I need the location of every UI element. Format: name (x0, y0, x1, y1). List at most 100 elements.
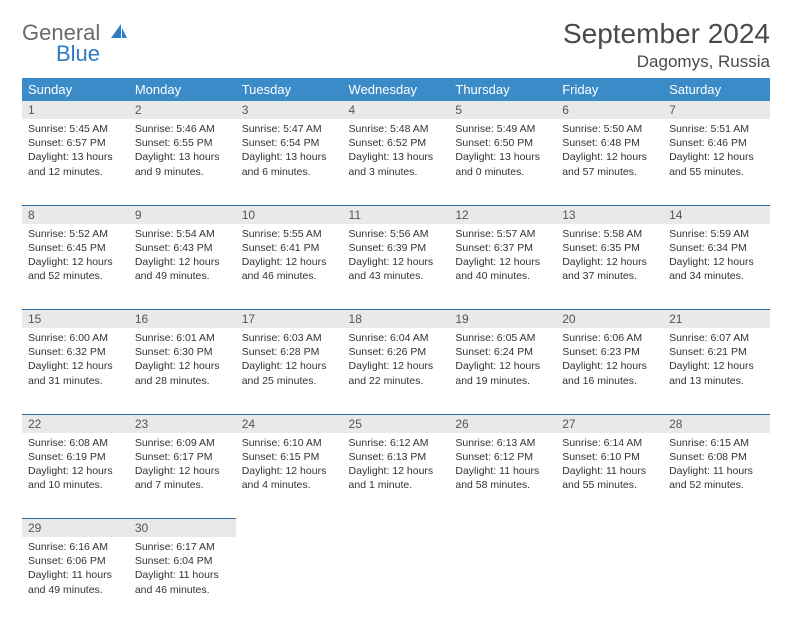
day-cell: Sunrise: 6:00 AMSunset: 6:32 PMDaylight:… (22, 328, 129, 414)
day-cell: Sunrise: 6:07 AMSunset: 6:21 PMDaylight:… (663, 328, 770, 414)
calendar-header-row: Sunday Monday Tuesday Wednesday Thursday… (22, 78, 770, 101)
daylight-text: Daylight: 13 hours (28, 150, 123, 164)
daylight-text: Daylight: 12 hours (135, 255, 230, 269)
day-number: 5 (449, 101, 556, 119)
day-header: Thursday (449, 78, 556, 101)
daylight-text: Daylight: 11 hours (455, 464, 550, 478)
day-number: 21 (663, 310, 770, 329)
sunrise-text: Sunrise: 5:58 AM (562, 227, 657, 241)
page-header: General Blue September 2024 Dagomys, Rus… (22, 18, 770, 72)
day-cell: Sunrise: 6:15 AMSunset: 6:08 PMDaylight:… (663, 433, 770, 519)
day-cell: Sunrise: 5:56 AMSunset: 6:39 PMDaylight:… (343, 224, 450, 310)
day-number: 2 (129, 101, 236, 119)
day-cell: Sunrise: 6:16 AMSunset: 6:06 PMDaylight:… (22, 537, 129, 623)
daylight-text: Daylight: 12 hours (562, 150, 657, 164)
sunset-text: Sunset: 6:52 PM (349, 136, 444, 150)
sunrise-text: Sunrise: 5:45 AM (28, 122, 123, 136)
daylight-text: Daylight: 12 hours (28, 464, 123, 478)
daylight-text: Daylight: 12 hours (135, 359, 230, 373)
day-number: 13 (556, 205, 663, 224)
daylight-text: and 55 minutes. (669, 165, 764, 179)
day-cell: Sunrise: 5:58 AMSunset: 6:35 PMDaylight:… (556, 224, 663, 310)
sunset-text: Sunset: 6:48 PM (562, 136, 657, 150)
daylight-text: and 40 minutes. (455, 269, 550, 283)
day-cell: Sunrise: 5:52 AMSunset: 6:45 PMDaylight:… (22, 224, 129, 310)
logo: General Blue (22, 22, 129, 65)
sunset-text: Sunset: 6:46 PM (669, 136, 764, 150)
daylight-text: and 0 minutes. (455, 165, 550, 179)
day-number: 26 (449, 414, 556, 433)
day-cell: Sunrise: 6:13 AMSunset: 6:12 PMDaylight:… (449, 433, 556, 519)
sunset-text: Sunset: 6:57 PM (28, 136, 123, 150)
sunrise-text: Sunrise: 5:51 AM (669, 122, 764, 136)
title-block: September 2024 Dagomys, Russia (563, 18, 770, 72)
sunset-text: Sunset: 6:10 PM (562, 450, 657, 464)
day-cell: Sunrise: 5:51 AMSunset: 6:46 PMDaylight:… (663, 119, 770, 205)
sunrise-text: Sunrise: 6:07 AM (669, 331, 764, 345)
daylight-text: and 52 minutes. (28, 269, 123, 283)
logo-sail-icon (109, 27, 129, 44)
sunset-text: Sunset: 6:32 PM (28, 345, 123, 359)
daylight-text: and 1 minute. (349, 478, 444, 492)
day-cell: Sunrise: 5:54 AMSunset: 6:43 PMDaylight:… (129, 224, 236, 310)
sunrise-text: Sunrise: 5:52 AM (28, 227, 123, 241)
daylight-text: and 25 minutes. (242, 374, 337, 388)
daylight-text: Daylight: 11 hours (28, 568, 123, 582)
sunrise-text: Sunrise: 5:54 AM (135, 227, 230, 241)
daylight-text: and 3 minutes. (349, 165, 444, 179)
sunrise-text: Sunrise: 6:13 AM (455, 436, 550, 450)
daylight-text: and 22 minutes. (349, 374, 444, 388)
day-cell (449, 537, 556, 623)
day-number (663, 519, 770, 538)
day-header: Sunday (22, 78, 129, 101)
daylight-text: and 13 minutes. (669, 374, 764, 388)
sunset-text: Sunset: 6:55 PM (135, 136, 230, 150)
day-cell: Sunrise: 6:04 AMSunset: 6:26 PMDaylight:… (343, 328, 450, 414)
day-cell: Sunrise: 5:45 AMSunset: 6:57 PMDaylight:… (22, 119, 129, 205)
day-number: 7 (663, 101, 770, 119)
sunrise-text: Sunrise: 6:12 AM (349, 436, 444, 450)
day-number-row: 2930 (22, 519, 770, 538)
daylight-text: and 28 minutes. (135, 374, 230, 388)
sunset-text: Sunset: 6:34 PM (669, 241, 764, 255)
sunset-text: Sunset: 6:45 PM (28, 241, 123, 255)
day-cell: Sunrise: 6:08 AMSunset: 6:19 PMDaylight:… (22, 433, 129, 519)
daylight-text: Daylight: 12 hours (349, 255, 444, 269)
sunset-text: Sunset: 6:21 PM (669, 345, 764, 359)
sunset-text: Sunset: 6:19 PM (28, 450, 123, 464)
sunrise-text: Sunrise: 5:46 AM (135, 122, 230, 136)
day-cell: Sunrise: 6:09 AMSunset: 6:17 PMDaylight:… (129, 433, 236, 519)
sunrise-text: Sunrise: 5:47 AM (242, 122, 337, 136)
day-number: 4 (343, 101, 450, 119)
day-number: 27 (556, 414, 663, 433)
day-number: 18 (343, 310, 450, 329)
day-number: 16 (129, 310, 236, 329)
daylight-text: Daylight: 12 hours (349, 359, 444, 373)
daylight-text: Daylight: 12 hours (455, 359, 550, 373)
sunset-text: Sunset: 6:37 PM (455, 241, 550, 255)
day-number: 29 (22, 519, 129, 538)
day-number: 6 (556, 101, 663, 119)
daylight-text: and 37 minutes. (562, 269, 657, 283)
daylight-text: Daylight: 13 hours (135, 150, 230, 164)
sunset-text: Sunset: 6:26 PM (349, 345, 444, 359)
sunrise-text: Sunrise: 5:50 AM (562, 122, 657, 136)
daylight-text: and 58 minutes. (455, 478, 550, 492)
day-number: 1 (22, 101, 129, 119)
day-number: 23 (129, 414, 236, 433)
day-cell: Sunrise: 6:06 AMSunset: 6:23 PMDaylight:… (556, 328, 663, 414)
day-cell: Sunrise: 6:17 AMSunset: 6:04 PMDaylight:… (129, 537, 236, 623)
day-header: Wednesday (343, 78, 450, 101)
day-body-row: Sunrise: 5:45 AMSunset: 6:57 PMDaylight:… (22, 119, 770, 205)
day-cell: Sunrise: 5:49 AMSunset: 6:50 PMDaylight:… (449, 119, 556, 205)
sunrise-text: Sunrise: 6:01 AM (135, 331, 230, 345)
day-body-row: Sunrise: 5:52 AMSunset: 6:45 PM Daylight:… (22, 224, 770, 310)
day-number: 24 (236, 414, 343, 433)
daylight-text: and 12 minutes. (28, 165, 123, 179)
day-cell (343, 537, 450, 623)
sunset-text: Sunset: 6:23 PM (562, 345, 657, 359)
sunrise-text: Sunrise: 5:49 AM (455, 122, 550, 136)
day-number-row: 22232425262728 (22, 414, 770, 433)
day-number: 9 (129, 205, 236, 224)
day-number-row: 1234567 (22, 101, 770, 119)
